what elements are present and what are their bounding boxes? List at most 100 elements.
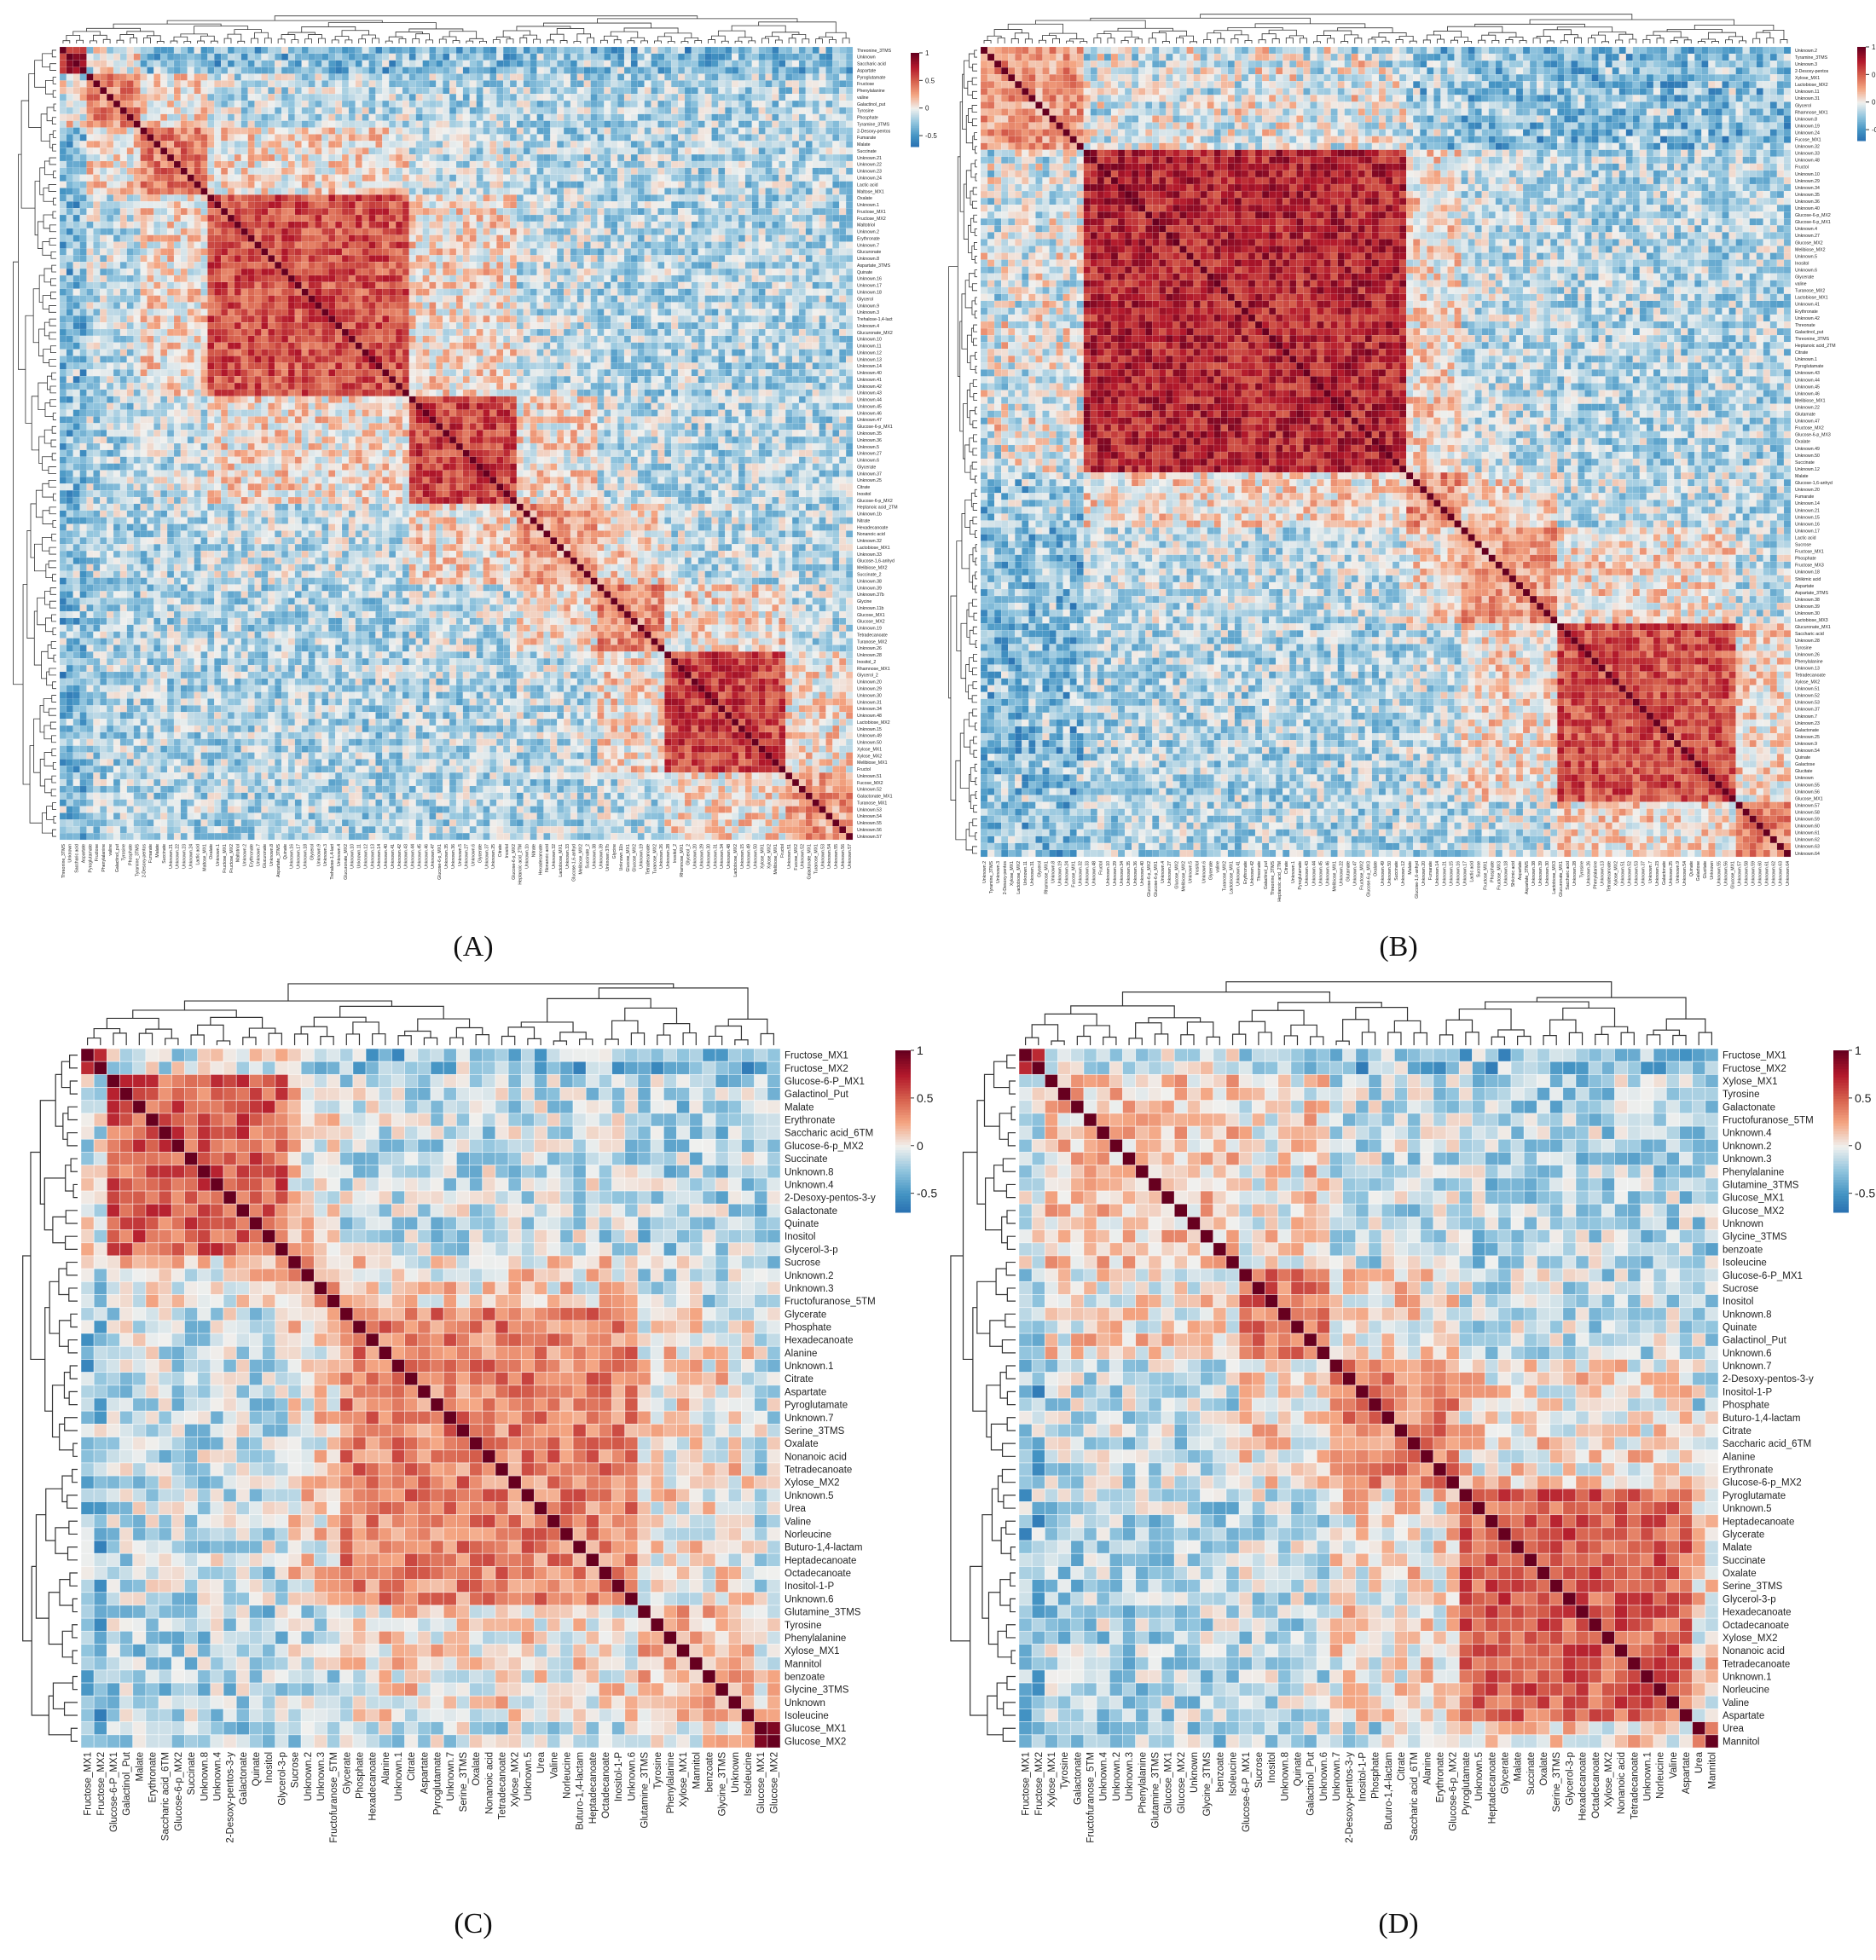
heatmap-cell xyxy=(611,255,618,263)
heatmap-cell xyxy=(590,262,598,269)
heatmap-cell xyxy=(214,194,222,202)
heatmap-cell xyxy=(523,107,530,115)
heatmap-cell xyxy=(429,153,437,162)
heatmap-cell xyxy=(469,147,477,155)
heatmap-cell xyxy=(227,248,235,256)
heatmap-cell xyxy=(523,127,530,135)
heatmap-cell xyxy=(772,281,779,289)
heatmap-cell xyxy=(180,73,188,81)
heatmap-cell xyxy=(557,228,565,235)
heatmap-cell xyxy=(153,241,161,249)
heatmap-cell xyxy=(637,160,645,169)
heatmap-cell xyxy=(772,214,779,223)
heatmap-cell xyxy=(563,87,571,95)
dendrogram-branch xyxy=(143,38,151,43)
heatmap-cell xyxy=(449,87,457,95)
heatmap-cell xyxy=(275,141,282,148)
heatmap-cell xyxy=(166,60,175,67)
heatmap-cell xyxy=(455,94,464,101)
heatmap-cell xyxy=(180,221,188,229)
heatmap-cell xyxy=(315,275,322,283)
heatmap-cell xyxy=(623,120,632,128)
heatmap-cell xyxy=(119,107,128,115)
heatmap-cell xyxy=(375,127,383,135)
heatmap-cell xyxy=(173,214,182,223)
heatmap-cell xyxy=(113,207,121,216)
heatmap-cell xyxy=(523,309,530,316)
heatmap-cell xyxy=(200,94,208,101)
heatmap-cell xyxy=(805,255,813,263)
heatmap-cell xyxy=(604,60,611,67)
heatmap-cell xyxy=(254,275,262,283)
heatmap-cell xyxy=(72,73,80,81)
heatmap-cell xyxy=(550,241,558,249)
heatmap-cell xyxy=(119,315,128,323)
heatmap-cell xyxy=(200,228,208,235)
heatmap-cell xyxy=(597,53,605,61)
heatmap-cell xyxy=(718,194,726,202)
heatmap-cell xyxy=(523,248,530,256)
heatmap-cell xyxy=(100,241,107,249)
heatmap-cell xyxy=(315,207,322,216)
heatmap-cell xyxy=(731,248,739,256)
heatmap-cell xyxy=(275,228,282,235)
heatmap-cell xyxy=(825,309,833,316)
heatmap-cell xyxy=(536,207,544,216)
heatmap-cell xyxy=(133,66,141,74)
heatmap-cell xyxy=(355,94,362,101)
heatmap-cell xyxy=(503,127,511,135)
heatmap-cell xyxy=(839,127,847,135)
heatmap-cell xyxy=(469,194,477,202)
heatmap-cell xyxy=(644,46,651,55)
heatmap-cell xyxy=(664,153,672,162)
heatmap-cell xyxy=(287,309,296,316)
heatmap-cell xyxy=(315,60,322,67)
heatmap-cell xyxy=(287,141,296,148)
heatmap-cell xyxy=(557,295,565,303)
heatmap-cell xyxy=(704,228,712,235)
heatmap-cell xyxy=(483,73,490,81)
heatmap-cell xyxy=(744,73,752,81)
heatmap-cell xyxy=(153,46,161,55)
heatmap-cell xyxy=(489,309,497,316)
heatmap-cell xyxy=(469,241,477,249)
heatmap-cell xyxy=(395,127,403,135)
heatmap-cell xyxy=(315,134,322,142)
heatmap-cell xyxy=(382,174,390,182)
heatmap-cell xyxy=(462,120,470,128)
heatmap-cell xyxy=(523,234,530,242)
heatmap-cell xyxy=(758,255,766,263)
heatmap-cell xyxy=(812,228,819,235)
heatmap-cell xyxy=(166,228,175,235)
heatmap-cell xyxy=(119,60,128,67)
heatmap-cell xyxy=(66,288,73,296)
heatmap-cell xyxy=(375,221,383,229)
heatmap-cell xyxy=(315,315,322,323)
heatmap-cell xyxy=(334,46,343,55)
heatmap-cell xyxy=(812,281,819,289)
heatmap-cell xyxy=(469,248,477,256)
heatmap-cell xyxy=(348,107,356,115)
heatmap-cell xyxy=(623,255,632,263)
heatmap-cell xyxy=(234,288,242,296)
heatmap-cell xyxy=(301,107,309,115)
heatmap-cell xyxy=(173,160,182,169)
heatmap-cell xyxy=(389,153,397,162)
heatmap-cell xyxy=(234,167,242,175)
dendrogram-branch xyxy=(49,721,56,730)
heatmap-cell xyxy=(389,221,397,229)
heatmap-cell xyxy=(543,153,551,162)
heatmap-cell xyxy=(651,302,658,309)
heatmap-cell xyxy=(153,268,161,276)
heatmap-cell xyxy=(637,113,645,121)
heatmap-cell xyxy=(583,100,591,108)
heatmap-cell xyxy=(630,66,638,74)
heatmap-cell xyxy=(294,295,302,303)
heatmap-cell xyxy=(389,174,397,182)
heatmap-cell xyxy=(691,100,698,108)
heatmap-cell xyxy=(462,214,470,223)
heatmap-cell xyxy=(321,73,329,81)
heatmap-cell xyxy=(200,134,208,142)
heatmap-cell xyxy=(523,174,530,182)
heatmap-cell xyxy=(664,275,672,283)
